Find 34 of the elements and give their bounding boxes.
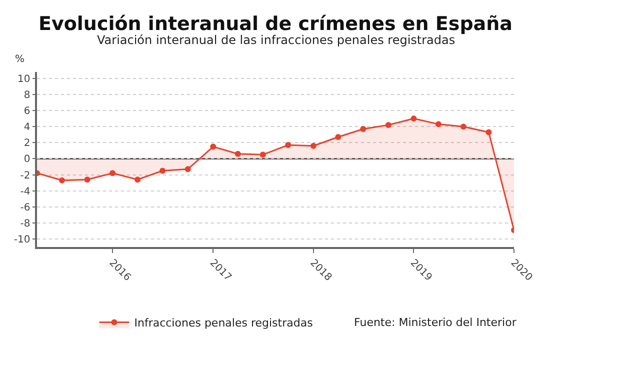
point xyxy=(310,142,316,149)
y-tick-label: -6 xyxy=(20,202,30,214)
y-tick-label: 6 xyxy=(24,106,30,118)
point xyxy=(110,170,116,176)
chart-title: Evolución interanual de crímenes en España xyxy=(38,13,512,36)
point xyxy=(486,129,492,136)
y-tick-label: 2 xyxy=(24,138,30,150)
point xyxy=(210,144,216,150)
legend-label: Infracciones penales registradas xyxy=(134,316,314,330)
point xyxy=(134,176,141,183)
y-tick-label: -8 xyxy=(20,218,30,230)
y-tick-label: -10 xyxy=(14,234,30,246)
point xyxy=(234,150,241,157)
point xyxy=(360,126,366,132)
y-tick-label: -4 xyxy=(20,186,30,198)
source-note: Fuente: Ministerio del Interior xyxy=(354,316,517,329)
y-tick-label: -2 xyxy=(20,170,30,182)
point xyxy=(385,122,392,128)
point xyxy=(59,177,65,184)
y-tick-label: 4 xyxy=(24,122,30,134)
point xyxy=(335,134,342,140)
chart-subtitle: Variación interanual de las infracciones penales registradas xyxy=(97,33,456,47)
y-tick-label: 10 xyxy=(18,74,30,85)
y-tick-label: 8 xyxy=(24,90,30,101)
point xyxy=(184,166,191,172)
point xyxy=(84,176,90,183)
y-tick-label: 0 xyxy=(24,154,30,166)
point xyxy=(435,121,442,128)
point xyxy=(410,116,417,122)
point xyxy=(160,168,166,174)
y-axis-title: % xyxy=(15,54,25,65)
point xyxy=(260,152,266,158)
point xyxy=(285,142,292,148)
point xyxy=(460,124,466,130)
